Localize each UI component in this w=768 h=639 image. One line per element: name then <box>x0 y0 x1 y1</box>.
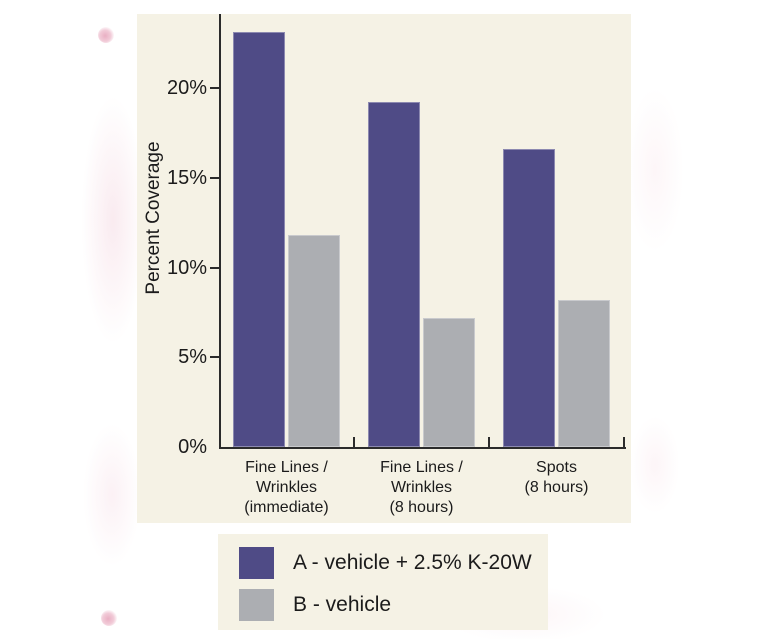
x-category-label-line: Wrinkles <box>390 479 453 496</box>
y-axis-tick <box>210 356 219 359</box>
y-tick-label: 15% <box>166 166 207 189</box>
x-divider-tick <box>488 437 490 447</box>
plot-area: 0% 5% 10% 15% 20% Fine Lines / Wrinkles (immedi… <box>137 14 631 523</box>
x-category-label: Fine Lines / Wrinkles (8 hours) <box>342 458 502 518</box>
y-axis-tick <box>210 87 219 89</box>
x-divider-tick <box>623 437 625 447</box>
x-category-label-line: Wrinkles <box>255 479 318 496</box>
y-tick-label: 5% <box>178 346 207 369</box>
bar-series-b <box>558 300 610 447</box>
legend-swatch <box>239 547 274 579</box>
x-category-label-line: Fine Lines / <box>245 459 328 476</box>
x-category-label-line: (8 hours) <box>389 499 454 516</box>
bar-series-b <box>288 235 340 447</box>
y-axis-tick <box>210 176 219 179</box>
x-divider-tick <box>353 437 355 447</box>
legend: A - vehicle + 2.5% K-20W B - vehicle <box>218 534 548 630</box>
legend-label: B - vehicle <box>293 593 392 616</box>
y-axis-tick <box>210 266 219 269</box>
x-category-label-line: (8 hours) <box>524 479 589 496</box>
legend-item: B - vehicle <box>239 589 548 621</box>
y-tick-label: 0% <box>178 436 207 458</box>
legend-item: A - vehicle + 2.5% K-20W <box>239 547 548 579</box>
watercolor-smudge <box>80 400 144 590</box>
x-category-label-line: Spots <box>536 459 577 476</box>
x-axis-line <box>219 447 626 449</box>
pink-dot-decoration <box>98 27 114 43</box>
legend-label: A - vehicle + 2.5% K-20W <box>293 551 532 574</box>
y-tick-label: 20% <box>166 77 207 99</box>
bar-series-a <box>368 102 420 447</box>
pink-dot-decoration <box>101 610 117 626</box>
y-tick-label: 10% <box>166 256 207 279</box>
bar-series-a <box>503 149 555 447</box>
bar-series-b <box>423 318 475 447</box>
x-category-label: Spots (8 hours) <box>477 458 637 498</box>
legend-swatch <box>239 589 274 621</box>
y-axis-line <box>219 14 221 449</box>
x-category-label-line: Fine Lines / <box>380 459 463 476</box>
chart-panel: Percent Coverage 0% 5% 10% 15% 20% Fine Lines… <box>137 14 631 523</box>
bar-series-a <box>233 32 285 447</box>
x-category-label-line: (immediate) <box>244 499 329 516</box>
x-category-label: Fine Lines / Wrinkles (immediate) <box>207 458 367 518</box>
